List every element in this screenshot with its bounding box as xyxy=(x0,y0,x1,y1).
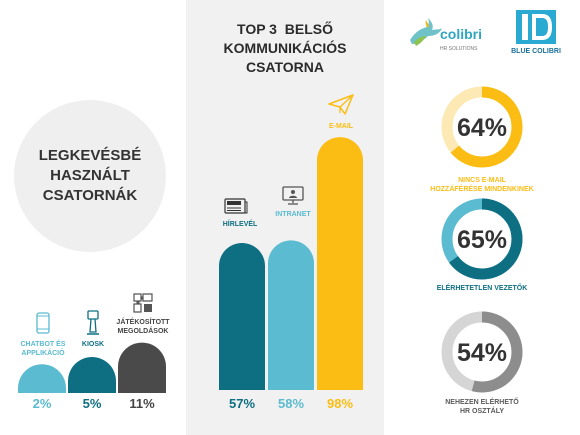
donuts-svg: 64% 65% 54% xyxy=(441,86,523,393)
email-group: E-MAIL xyxy=(316,94,366,134)
least-title-line-3: CSATORNÁK xyxy=(42,187,138,204)
top3-bar-1 xyxy=(219,242,265,390)
chatbot-label: CHATBOT ÉS APPLIKÁCIÓ xyxy=(14,340,72,358)
donut-label-1-line-2: HOZZÁFÉRÉSE MINDENKINEK xyxy=(430,186,534,193)
donut-value-2: 65% xyxy=(457,226,507,254)
puzzle-icon xyxy=(133,293,153,313)
top3-bars-svg xyxy=(219,137,363,390)
least-bar-1 xyxy=(18,364,66,393)
gamified-label-line-2: MEGOLDÁSOK xyxy=(117,328,169,335)
chatbot-label-line-2: APPLIKÁCIÓ xyxy=(21,350,65,357)
gamified-value: 11% xyxy=(129,396,155,411)
kiosk-icon xyxy=(87,310,99,335)
newsletter-value: 57% xyxy=(228,396,256,411)
donut-label-3-line-2: HR OSZTÁLY xyxy=(459,408,505,415)
least-chart xyxy=(0,0,186,435)
top3-chart xyxy=(186,0,384,435)
donut-arc-2 xyxy=(441,198,523,280)
least-used-title: LEGKEVÉSBÉ HASZNÁLT CSATORNÁK xyxy=(30,146,150,206)
least-bars-svg xyxy=(18,342,166,393)
gamified-label: JÁTÉKOSÍTOTT MEGOLDÁSOK xyxy=(114,318,172,336)
top3-bar-3 xyxy=(317,137,363,390)
intranet-group: INTRANET xyxy=(268,186,318,222)
least-title-line-1: LEGKEVÉSBÉ xyxy=(38,147,142,164)
blue-colibri-name: BLUE COLIBRI xyxy=(511,48,561,55)
least-bar-2 xyxy=(68,357,116,393)
least-bar-3 xyxy=(118,342,166,393)
intranet-label: INTRANET xyxy=(275,211,311,218)
blue-colibri-logo: BLUE COLIBRI xyxy=(504,10,568,62)
colibri-name: colibri xyxy=(440,26,483,42)
email-label: E-MAIL xyxy=(328,123,354,130)
newsletter-label: HÍRLEVÉL xyxy=(222,221,258,228)
donut-arc-3 xyxy=(441,311,523,393)
newsletter-group: HÍRLEVÉL xyxy=(218,198,268,234)
chatbot-value: 2% xyxy=(32,396,52,411)
donut-label-2: ELÉRHETETLEN VEZETŐK xyxy=(407,284,557,293)
donut-label-1: NINCS E-MAIL HOZZÁFÉRÉSE MINDENKINEK xyxy=(407,176,557,194)
top3-bar-2 xyxy=(268,240,314,390)
kiosk-group: KIOSK xyxy=(68,310,118,350)
donut-label-2-line-1: ELÉRHETETLEN VEZETŐK xyxy=(436,285,528,292)
kiosk-label: KIOSK xyxy=(81,341,105,348)
smartphone-icon xyxy=(36,312,50,334)
chatbot-group: CHATBOT ÉS APPLIKÁCIÓ xyxy=(14,312,72,360)
monitor-icon xyxy=(282,186,304,205)
hummingbird-icon xyxy=(410,18,442,46)
donut-label-1-line-1: NINCS E-MAIL xyxy=(458,177,506,184)
gamified-label-line-1: JÁTÉKOSÍTOTT xyxy=(116,319,170,326)
donut-value-3: 54% xyxy=(457,339,507,367)
center-title-line-3: CSATORNA xyxy=(245,59,325,75)
colibri-sub: HR SOLUTIONS xyxy=(440,46,478,52)
donut-value-1: 64% xyxy=(457,114,507,142)
least-used-circle: LEGKEVÉSBÉ HASZNÁLT CSATORNÁK xyxy=(14,100,166,252)
intranet-value: 58% xyxy=(277,396,305,411)
gamified-group: JÁTÉKOSÍTOTT MEGOLDÁSOK xyxy=(114,292,172,342)
blue-colibri-mark-icon xyxy=(516,10,556,44)
newspaper-icon xyxy=(224,198,248,214)
chatbot-label-line-1: CHATBOT ÉS xyxy=(20,341,66,348)
kiosk-value: 5% xyxy=(82,396,102,411)
paper-plane-icon xyxy=(328,94,354,115)
donut-label-3-line-1: NEHEZEN ELÉRHETŐ xyxy=(445,399,519,406)
center-title: TOP 3 BELSŐ KOMMUNIKÁCIÓS CSATORNA xyxy=(186,20,384,77)
donut-chart: 64% 65% 54% NINCS E-MAIL HOZZÁFÉRÉSE MINDE… xyxy=(384,0,580,435)
colibri-logo: colibri HR SOLUTIONS xyxy=(404,14,496,64)
center-title-line-1: TOP 3 BELSŐ xyxy=(237,21,333,37)
donut-arc-1 xyxy=(441,86,523,168)
email-value: 98% xyxy=(326,396,354,411)
least-title-line-2: HASZNÁLT xyxy=(50,167,130,184)
center-title-line-2: KOMMUNIKÁCIÓS xyxy=(223,40,347,56)
donut-label-3: NEHEZEN ELÉRHETŐ HR OSZTÁLY xyxy=(407,398,557,416)
